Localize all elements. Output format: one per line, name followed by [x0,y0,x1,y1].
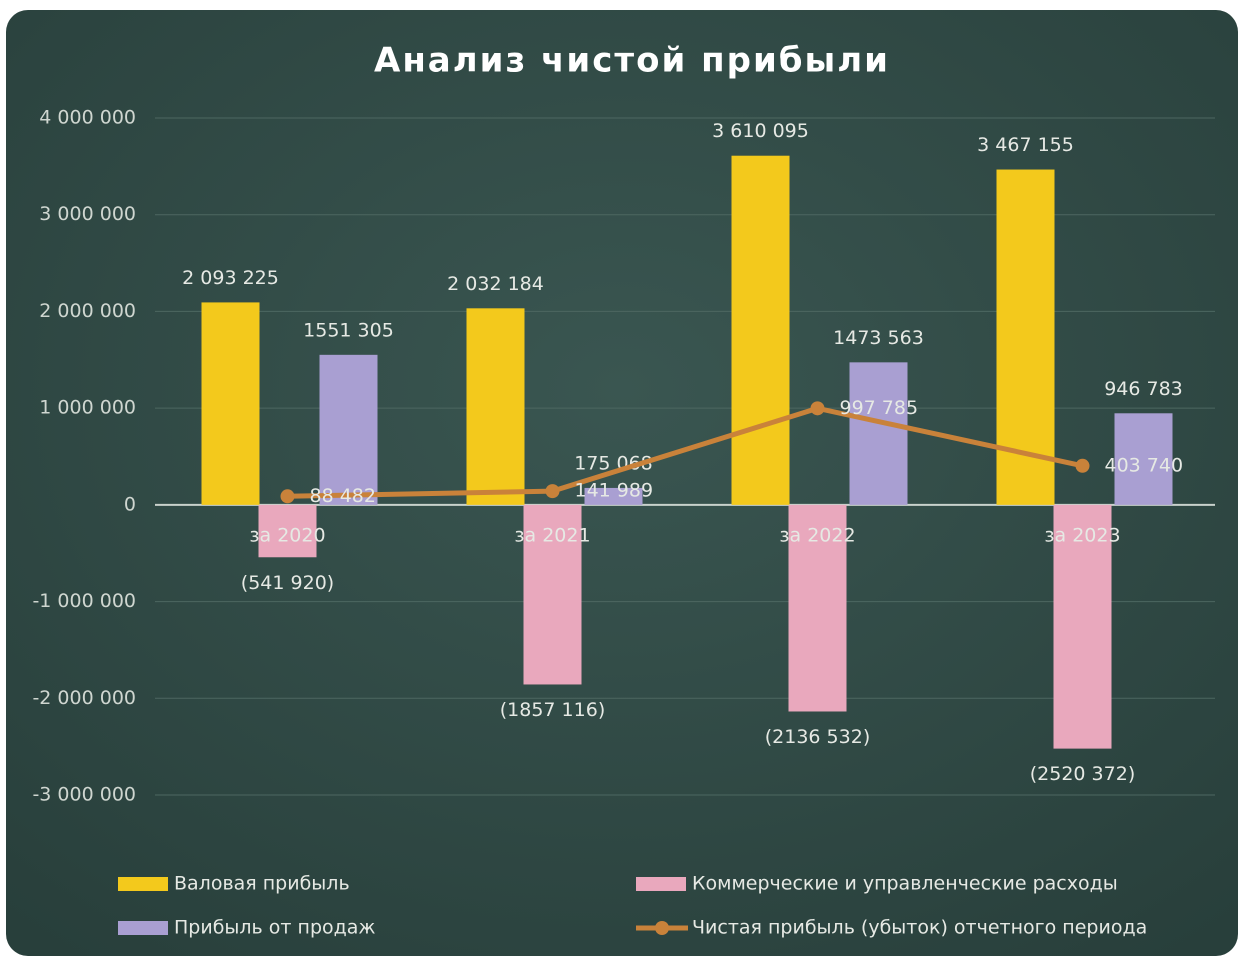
data-label: 997 785 [840,397,919,419]
bar [1114,413,1173,505]
y-tick-label: -2 000 000 [32,687,136,709]
bar [466,308,525,505]
line [287,405,1084,499]
legend-swatch [655,921,669,935]
x-tick-label: за 2023 [1044,525,1120,547]
chart-title: Анализ чистой прибыли [374,41,890,81]
legend-label: Чистая прибыль (убыток) отчетного период… [692,917,1147,939]
legend-label: Коммерческие и управленческие расходы [692,873,1118,895]
data-label: 403 740 [1105,454,1184,476]
y-tick-label: 3 000 000 [39,203,136,225]
data-label: (2136 532) [765,726,870,748]
data-label: (541 920) [241,572,334,594]
data-label: 946 783 [1104,378,1183,400]
data-label: 88 482 [310,485,376,507]
legend-swatch [118,877,168,891]
legend-label: Прибыль от продаж [174,917,376,939]
data-label: 1551 305 [303,319,394,341]
bar [849,362,908,505]
y-tick-label: 2 000 000 [39,300,136,322]
bar [201,302,260,505]
y-tick-label: 0 [124,493,136,515]
legend-swatch [118,921,168,935]
chart-background [6,10,1238,956]
bar [584,487,643,505]
data-label: 3 467 155 [977,134,1074,156]
data-label: (2520 372) [1030,763,1135,785]
line-marker [545,484,560,499]
line-marker [1075,458,1090,473]
data-label: 2 032 184 [447,273,544,295]
data-label: 2 093 225 [182,267,279,289]
bar [258,504,317,558]
line-marker [280,489,295,504]
bar [788,504,847,712]
x-tick-label: за 2022 [779,525,855,547]
y-tick-label: 1 000 000 [39,397,136,419]
y-tick-label: -1 000 000 [32,590,136,612]
data-label: (1857 116) [500,699,605,721]
y-tick-label: 4 000 000 [39,107,136,129]
x-tick-label: за 2020 [249,525,325,547]
bar [523,504,582,685]
data-label: 141 989 [575,480,654,502]
x-tick-label: за 2021 [514,525,590,547]
data-label: 175 068 [574,452,653,474]
data-label: 3 610 095 [712,120,809,142]
y-tick-label: -3 000 000 [32,784,136,806]
bar [1053,504,1112,749]
bar [319,354,378,505]
legend-label: Валовая прибыль [174,873,350,895]
line-marker [810,401,825,416]
data-label: 1473 563 [833,327,924,349]
bar [731,155,790,505]
legend-swatch [636,877,686,891]
